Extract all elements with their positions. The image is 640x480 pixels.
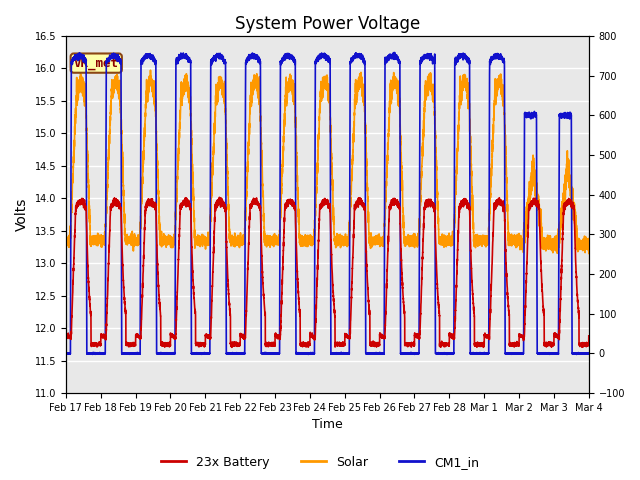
Y-axis label: Volts: Volts [15,198,29,231]
Title: System Power Voltage: System Power Voltage [235,15,420,33]
Text: VR_met: VR_met [74,57,119,70]
X-axis label: Time: Time [312,419,342,432]
Legend: 23x Battery, Solar, CM1_in: 23x Battery, Solar, CM1_in [156,451,484,474]
